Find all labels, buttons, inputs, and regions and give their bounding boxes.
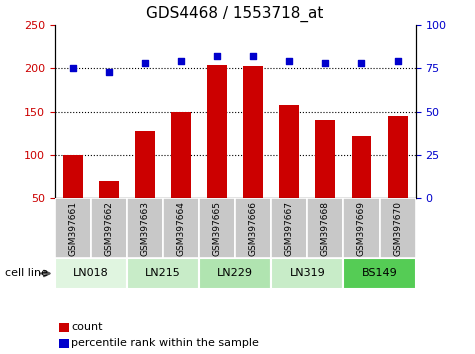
Bar — [388, 116, 408, 198]
Text: GSM397662: GSM397662 — [104, 201, 113, 256]
Bar — [127, 258, 199, 289]
Bar — [99, 181, 119, 198]
Point — [213, 53, 221, 59]
Text: GSM397661: GSM397661 — [68, 201, 77, 256]
Text: GSM397666: GSM397666 — [249, 201, 257, 256]
Point — [105, 69, 113, 74]
Point — [177, 58, 185, 64]
Bar — [135, 131, 155, 198]
Bar — [199, 258, 271, 289]
Bar — [91, 198, 127, 258]
Bar — [380, 198, 416, 258]
Bar — [199, 198, 235, 258]
Text: percentile rank within the sample: percentile rank within the sample — [71, 338, 259, 348]
Bar — [63, 155, 83, 198]
Text: GSM397670: GSM397670 — [393, 201, 402, 256]
Text: count: count — [71, 322, 103, 332]
Text: LN018: LN018 — [73, 268, 109, 279]
Title: GDS4468 / 1553718_at: GDS4468 / 1553718_at — [146, 6, 324, 22]
Bar — [352, 136, 371, 198]
Point — [141, 60, 149, 66]
Bar — [271, 258, 343, 289]
Bar — [171, 112, 191, 198]
Text: GSM397668: GSM397668 — [321, 201, 330, 256]
Point — [322, 60, 329, 66]
Bar — [307, 198, 343, 258]
Bar — [235, 198, 271, 258]
Text: cell line: cell line — [5, 268, 48, 279]
Bar — [127, 198, 163, 258]
Text: LN215: LN215 — [145, 268, 181, 279]
Bar — [207, 65, 227, 198]
Text: GSM397665: GSM397665 — [213, 201, 221, 256]
Bar — [243, 67, 263, 198]
Bar — [343, 198, 380, 258]
Text: LN229: LN229 — [217, 268, 253, 279]
Text: GSM397669: GSM397669 — [357, 201, 366, 256]
Point — [249, 53, 257, 59]
Bar — [271, 198, 307, 258]
Text: GSM397664: GSM397664 — [177, 201, 185, 256]
Bar — [163, 198, 199, 258]
Point — [394, 58, 401, 64]
Bar — [343, 258, 416, 289]
Point — [69, 65, 76, 71]
Text: LN319: LN319 — [289, 268, 325, 279]
Bar — [279, 104, 299, 198]
Point — [358, 60, 365, 66]
Text: GSM397663: GSM397663 — [141, 201, 149, 256]
Bar — [315, 120, 335, 198]
Bar — [55, 258, 127, 289]
Text: BS149: BS149 — [361, 268, 398, 279]
Point — [285, 58, 293, 64]
Bar — [55, 198, 91, 258]
Text: GSM397667: GSM397667 — [285, 201, 294, 256]
